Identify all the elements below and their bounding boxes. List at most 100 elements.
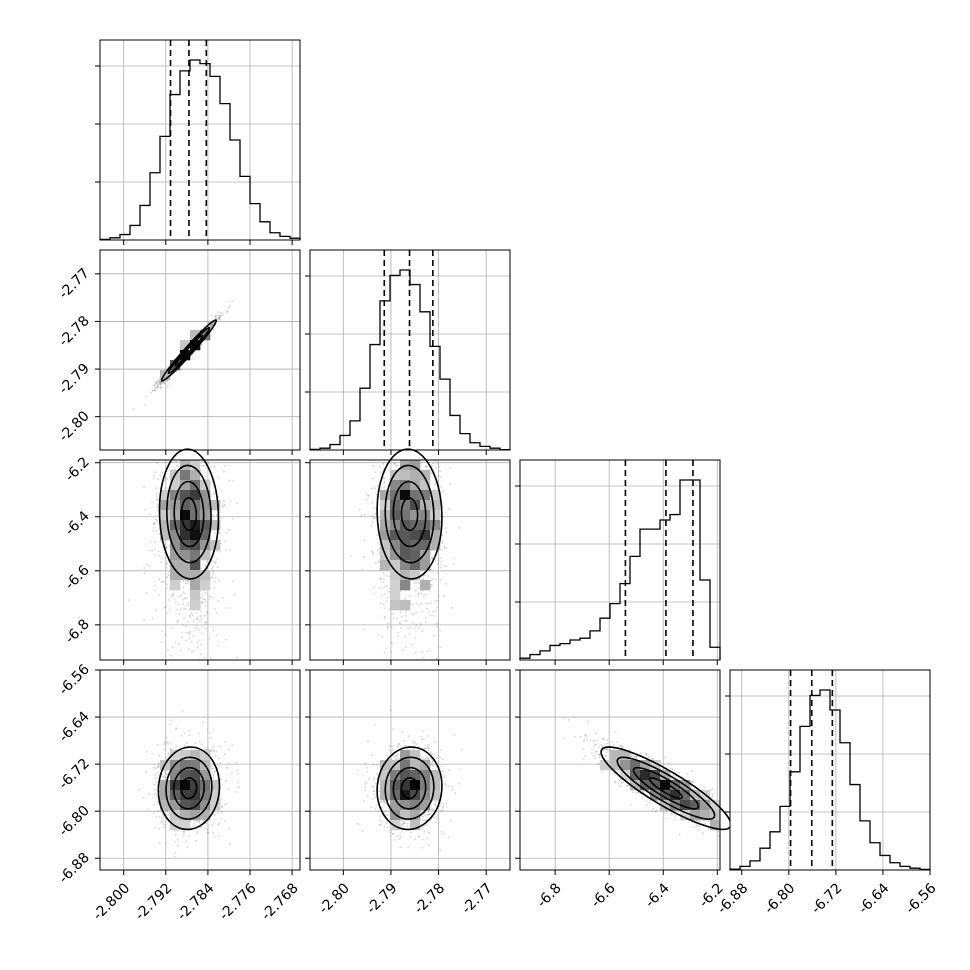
sample-point: [197, 732, 200, 735]
sample-point: [223, 504, 226, 507]
sample-point: [382, 581, 384, 584]
sample-point: [154, 389, 157, 391]
sample-point: [218, 318, 221, 320]
sample-point: [213, 555, 216, 557]
sample-point: [205, 476, 207, 478]
sample-point: [414, 581, 416, 584]
sample-point: [199, 639, 201, 642]
sample-point: [425, 621, 427, 624]
sample-point: [226, 311, 229, 314]
sample-point: [411, 643, 414, 646]
sample-point: [212, 570, 215, 573]
sample-point: [419, 624, 422, 627]
sample-point: [224, 753, 226, 756]
sample-point: [176, 621, 179, 623]
sample-point: [216, 558, 219, 560]
sample-point: [164, 383, 167, 385]
sample-point: [363, 539, 366, 542]
sample-point: [174, 840, 177, 843]
density-cell: [200, 580, 211, 591]
sample-point: [192, 634, 195, 637]
sample-point: [232, 480, 235, 482]
sample-point: [208, 637, 211, 640]
sample-point: [210, 314, 213, 317]
sample-point: [404, 635, 407, 638]
sample-point: [212, 626, 215, 629]
sample-point: [223, 499, 225, 502]
sample-point: [225, 638, 227, 641]
sample-point: [220, 311, 223, 314]
sample-point: [158, 380, 161, 383]
sample-point: [226, 528, 229, 531]
sample-point: [422, 577, 425, 580]
sample-point: [179, 649, 182, 652]
sample-point: [434, 483, 436, 486]
sample-point: [227, 763, 230, 765]
sample-point: [199, 653, 202, 656]
sample-point: [182, 603, 185, 605]
sample-point: [175, 460, 178, 463]
sample-point: [409, 626, 412, 629]
density-cell: [400, 580, 411, 591]
sample-point: [378, 543, 380, 546]
density-cell: [400, 520, 411, 531]
sample-point: [195, 829, 198, 832]
sample-point: [191, 612, 193, 615]
sample-point: [430, 586, 432, 589]
sample-point: [379, 465, 381, 468]
sample-point: [441, 560, 443, 563]
sample-point: [200, 626, 203, 628]
density-cell: [200, 520, 211, 531]
density-cell: [390, 510, 401, 521]
sample-point: [142, 797, 145, 800]
sample-point: [152, 384, 155, 387]
sample-point: [373, 592, 375, 595]
panel-frame: [99, 39, 301, 241]
sample-point: [167, 648, 169, 651]
sample-point: [195, 611, 198, 614]
sample-point: [188, 601, 190, 604]
sample-point: [171, 646, 174, 649]
sample-point: [417, 587, 420, 590]
sample-point: [372, 477, 374, 480]
sample-point: [425, 465, 428, 468]
sample-point: [431, 584, 433, 587]
sample-point: [168, 599, 171, 601]
sample-point: [430, 601, 433, 604]
sample-point: [412, 613, 415, 615]
sample-point: [383, 486, 386, 489]
sample-point: [214, 577, 217, 580]
sample-point: [167, 814, 170, 817]
sample-point: [387, 469, 390, 471]
sample-point: [154, 826, 157, 829]
sample-point: [417, 595, 419, 597]
sample-point: [235, 791, 238, 793]
sample-point: [385, 575, 387, 577]
sample-point: [219, 319, 222, 322]
density-cell: [420, 580, 431, 591]
sample-point: [363, 555, 366, 558]
sample-point: [155, 530, 157, 533]
sample-point: [383, 593, 386, 595]
sample-point: [155, 495, 158, 497]
sample-point: [458, 526, 460, 529]
sample-point: [225, 607, 228, 609]
sample-point: [148, 549, 151, 552]
sample-point: [204, 592, 206, 594]
sample-point: [213, 492, 216, 495]
density-cell: [430, 520, 441, 531]
sample-point: [200, 344, 203, 347]
sample-point: [218, 316, 221, 319]
sample-point: [177, 619, 180, 622]
sample-point: [174, 641, 177, 644]
sample-point: [374, 513, 377, 515]
sample-point: [201, 632, 204, 635]
sample-point: [168, 574, 170, 576]
sample-point: [376, 485, 379, 488]
sample-point: [185, 631, 188, 634]
sample-point: [164, 544, 167, 546]
sample-point: [218, 316, 221, 318]
sample-point: [159, 474, 162, 477]
sample-point: [154, 383, 157, 386]
sample-point: [443, 565, 446, 567]
